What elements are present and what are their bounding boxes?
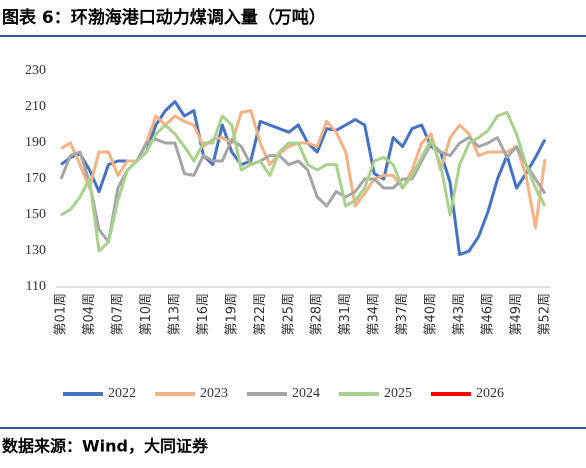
x-tick-label: 第49周	[509, 293, 524, 336]
legend-label: 2026	[476, 386, 504, 401]
x-tick-label: 第52周	[538, 293, 553, 336]
x-tick-label: 第46周	[481, 293, 496, 336]
x-tick-label: 第01周	[54, 293, 69, 336]
x-tick-label: 第16周	[196, 293, 211, 336]
x-tick-label: 第40周	[424, 293, 439, 336]
y-tick-label: 170	[25, 171, 46, 186]
x-tick-label: 第25周	[281, 293, 296, 336]
legend-label: 2022	[108, 386, 136, 401]
chart-title: 图表 6：环渤海港口动力煤调入量（万吨）	[2, 7, 326, 28]
legend-label: 2023	[200, 386, 228, 401]
y-tick-label: 190	[25, 135, 46, 150]
x-tick-label: 第37周	[395, 293, 410, 336]
x-tick-label: 第07周	[110, 293, 125, 336]
x-tick-label: 第31周	[338, 293, 353, 336]
x-tick-label: 第28周	[310, 293, 325, 336]
y-tick-label: 110	[26, 279, 46, 294]
x-tick-label: 第43周	[452, 293, 467, 336]
source: 数据来源：Wind，大同证券	[2, 437, 209, 456]
series-line	[60, 100, 547, 257]
series-line	[60, 109, 547, 230]
series-line	[59, 136, 547, 244]
legend-label: 2025	[384, 386, 412, 401]
y-tick-label: 130	[25, 243, 46, 258]
x-tick-label: 第34周	[367, 293, 382, 336]
y-tick-label: 150	[25, 207, 46, 222]
x-tick-label: 第10周	[139, 293, 154, 336]
series-line	[60, 110, 547, 253]
y-tick-label: 230	[25, 63, 46, 78]
x-tick-label: 第19周	[224, 293, 239, 336]
x-tick-label: 第22周	[253, 293, 268, 336]
y-tick-label: 210	[25, 99, 46, 114]
legend-label: 2024	[292, 386, 320, 401]
x-tick-label: 第04周	[82, 293, 97, 336]
x-tick-label: 第13周	[167, 293, 182, 336]
